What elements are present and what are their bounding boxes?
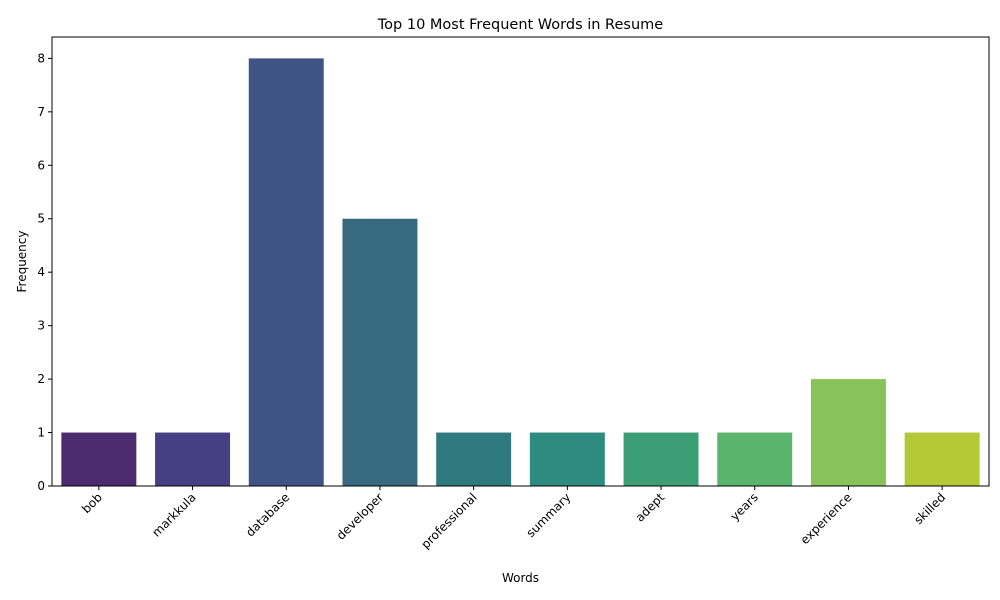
bar-developer (342, 218, 418, 486)
bar-skilled (904, 432, 980, 486)
y-tick-label: 1 (37, 426, 45, 440)
x-tick-label: summary (524, 490, 574, 540)
x-tick-label: professional (418, 490, 479, 551)
y-tick-label: 2 (37, 372, 45, 386)
y-tick-label: 3 (37, 319, 45, 333)
x-tick-label: developer (334, 490, 386, 542)
y-tick-label: 8 (37, 51, 45, 65)
bar-adept (623, 432, 699, 486)
y-tick-label: 6 (37, 158, 45, 172)
bar-experience (810, 379, 886, 486)
bars-group (61, 58, 980, 486)
bar-markkula (155, 432, 231, 486)
bar-database (248, 58, 324, 486)
y-tick-label: 7 (37, 105, 45, 119)
y-tick-label: 5 (37, 212, 45, 226)
y-tick-label: 0 (37, 479, 45, 493)
x-tick-label: skilled (911, 490, 948, 527)
x-tick-label: experience (798, 490, 855, 547)
x-axis: bob markkula database developer professional… (79, 486, 948, 552)
bar-years (717, 432, 793, 486)
x-tick-label: database (243, 490, 292, 539)
bar-summary (529, 432, 605, 486)
y-tick-label: 4 (37, 265, 45, 279)
plot-frame (51, 36, 990, 487)
x-tick-label: years (728, 490, 761, 523)
x-tick-label: markkula (149, 490, 198, 539)
x-tick-label: bob (79, 490, 105, 516)
y-axis: 0 1 2 3 4 5 6 7 8 (37, 51, 52, 493)
y-axis-label: Frequency (15, 231, 29, 293)
x-tick-label: adept (633, 490, 668, 525)
bar-professional (436, 432, 512, 486)
x-axis-label: Words (502, 571, 539, 585)
chart-title: Top 10 Most Frequent Words in Resume (377, 17, 663, 33)
bar-bob (61, 432, 137, 486)
